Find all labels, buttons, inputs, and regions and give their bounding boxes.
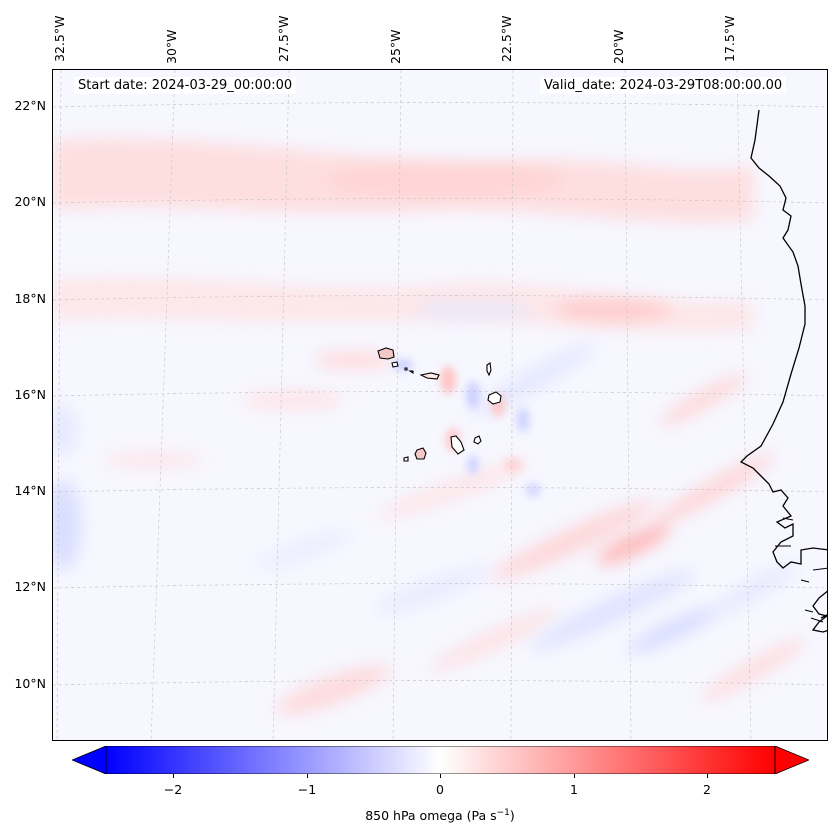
lat-label-18n: 18°N [14, 291, 46, 306]
africa-coast-bays [775, 517, 827, 623]
lon-label-22.5w: 22.5°W [499, 15, 514, 62]
island-sao-vicente [391, 361, 399, 368]
colorbar-tick-label: 2 [703, 782, 711, 797]
parallel-18n [53, 295, 827, 301]
colorbar-tick-label: 1 [570, 782, 578, 797]
island-sao-nicolau [419, 372, 440, 380]
omega-field-map [53, 70, 827, 740]
cape-verde-islands [377, 347, 502, 462]
island-santiago [450, 435, 465, 455]
meridian-30w [150, 70, 176, 740]
colorbar-tickmark [440, 774, 441, 778]
lat-label-22n: 22°N [14, 98, 46, 113]
meridian-20w [624, 70, 632, 740]
colorbar-tick-label: −1 [297, 782, 317, 797]
map-panel [52, 69, 828, 741]
colorbar-label-text: 850 hPa omega (Pa s [365, 808, 497, 824]
island-sal [486, 362, 492, 377]
lon-label-17.5w: 17.5°W [722, 15, 737, 62]
parallel-22n [53, 102, 827, 108]
island-santo-antao [377, 347, 395, 360]
graticule [53, 70, 827, 740]
lat-label-20n: 20°N [14, 194, 46, 209]
lon-label-30w: 30°W [164, 29, 179, 64]
parallel-20n [53, 198, 827, 204]
island-fogo [414, 447, 427, 460]
meridian-17.5w [736, 70, 752, 740]
colorbar-tickmark [307, 774, 308, 778]
lat-label-16n: 16°N [14, 387, 46, 402]
meridian-32.5w [56, 70, 62, 740]
meridian-22.5w [510, 70, 514, 740]
omega-positive-bands [53, 138, 806, 715]
parallel-16n [53, 391, 827, 397]
lon-label-27.5w: 27.5°W [276, 15, 291, 62]
colorbar-tickmark [173, 774, 174, 778]
parallel-12n [53, 583, 827, 589]
meridian-25w [392, 70, 402, 740]
island-raso [408, 370, 414, 375]
start-date-label: Start date: 2024-03-29_00:00:00 [74, 77, 297, 94]
colorbar-label-close: ) [509, 808, 515, 824]
lat-label-10n: 10°N [14, 676, 46, 691]
lon-label-32.5w: 32.5°W [52, 15, 67, 62]
parallel-14n [53, 487, 827, 493]
colorbar-label: 850 hPa omega (Pa s−1) [0, 808, 837, 823]
island-brava [403, 456, 409, 462]
colorbar-tickmark [574, 774, 575, 778]
lat-label-12n: 12°N [14, 579, 46, 594]
colorbar-max-extend [774, 746, 809, 774]
colorbar-tickmark [707, 774, 708, 778]
lat-label-14n: 14°N [14, 483, 46, 498]
colorbar-label-exponent: −1 [496, 808, 510, 818]
meridian-27.5w [272, 70, 290, 740]
valid-date-label: Valid_date: 2024-03-29T08:00:00.00 [540, 77, 787, 94]
island-boa-vista [487, 391, 502, 405]
colorbar-tick-label: 0 [436, 782, 444, 797]
island-santa-luzia [404, 367, 408, 371]
lon-label-20w: 20°W [611, 29, 626, 64]
lon-label-25w: 25°W [388, 29, 403, 64]
island-maio [473, 435, 482, 445]
parallel-10n [53, 680, 827, 686]
colorbar-tick-label: −2 [163, 782, 183, 797]
colorbar-gradient [105, 746, 776, 774]
colorbar-min-extend [72, 746, 107, 774]
colorbar [72, 746, 809, 774]
africa-coastline [739, 109, 827, 633]
